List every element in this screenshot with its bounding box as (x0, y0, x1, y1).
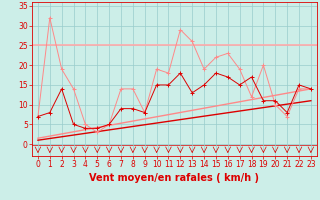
X-axis label: Vent moyen/en rafales ( km/h ): Vent moyen/en rafales ( km/h ) (89, 173, 260, 183)
